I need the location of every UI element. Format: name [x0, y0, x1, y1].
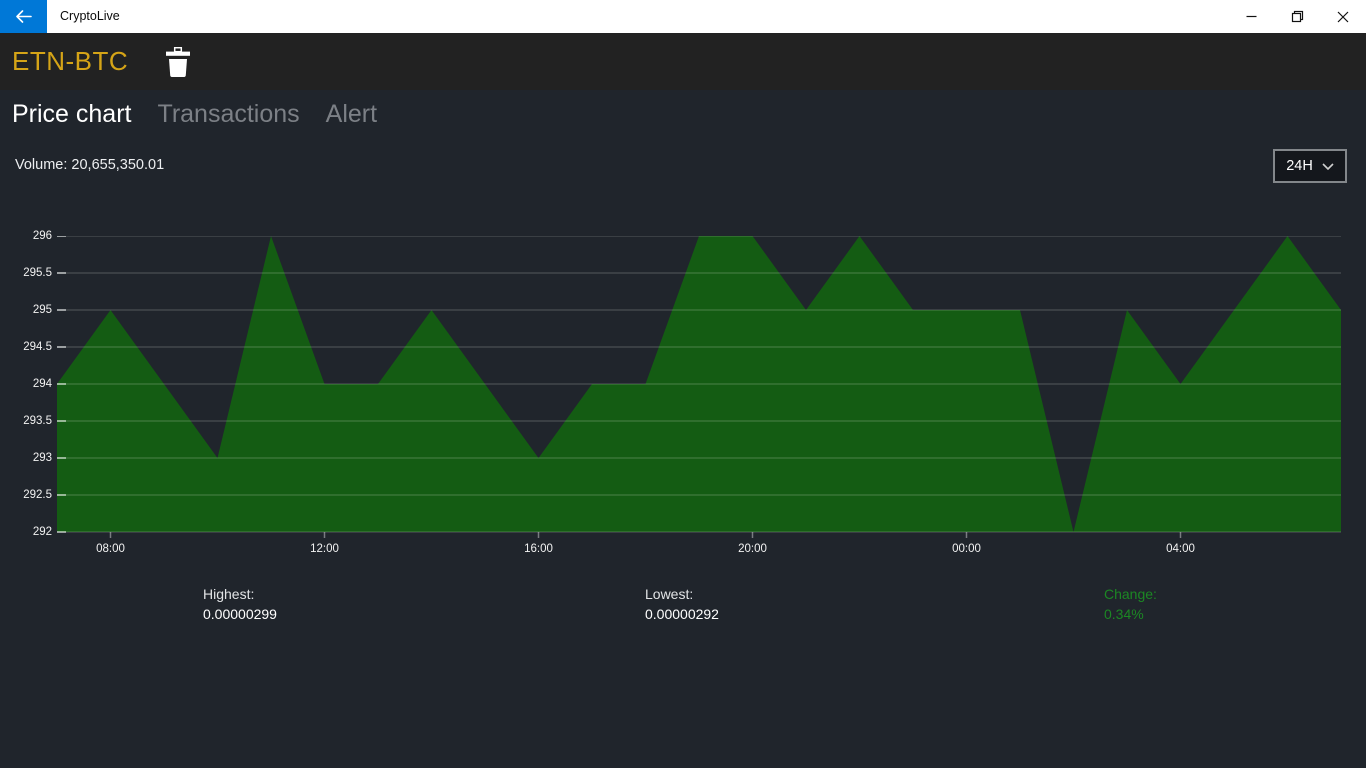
x-axis-label: 00:00: [952, 543, 981, 555]
tab-bar: Price chart Transactions Alert: [12, 100, 377, 129]
x-axis-label: 20:00: [738, 543, 767, 555]
highest-label: Highest:: [203, 586, 255, 602]
tab-transactions[interactable]: Transactions: [157, 100, 300, 128]
price-chart: [57, 235, 1341, 538]
restore-button[interactable]: [1274, 0, 1320, 33]
back-arrow-icon: [16, 10, 32, 23]
tab-alert[interactable]: Alert: [325, 100, 378, 128]
y-axis-label: 296: [32, 230, 52, 242]
x-axis-label: 16:00: [524, 543, 553, 555]
area-series: [57, 236, 1341, 532]
restore-icon: [1291, 10, 1303, 23]
change-value: 0.34%: [1104, 606, 1144, 622]
highest-value: 0.00000299: [203, 606, 277, 622]
close-button[interactable]: [1320, 0, 1366, 33]
volume-label: Volume: 20,655,350.01: [15, 157, 165, 173]
window-controls: [1228, 0, 1366, 33]
y-axis-label: 295.5: [23, 267, 52, 279]
y-axis-label: 295: [32, 304, 52, 316]
minimize-icon: [1246, 15, 1256, 18]
pair-title: ETN-BTC: [12, 46, 129, 76]
close-icon: [1337, 11, 1349, 22]
range-dropdown[interactable]: 24H: [1273, 149, 1347, 183]
app-title: CryptoLive: [60, 9, 120, 23]
minimize-button[interactable]: [1228, 0, 1274, 33]
tab-price-chart[interactable]: Price chart: [12, 100, 132, 128]
y-axis-label: 293: [32, 452, 52, 464]
lowest-label: Lowest:: [645, 586, 694, 602]
y-axis-label: 293.5: [23, 415, 52, 427]
y-axis-label: 294: [32, 378, 52, 390]
app-header: ETN-BTC: [0, 33, 1366, 90]
lowest-value: 0.00000292: [645, 606, 719, 622]
back-button[interactable]: [0, 0, 47, 33]
titlebar: CryptoLive: [0, 0, 1366, 33]
stat-lowest: Lowest: 0.00000292: [645, 584, 719, 624]
change-label: Change:: [1104, 586, 1157, 602]
area-chart-canvas: [57, 235, 1341, 538]
y-axis-label: 294.5: [23, 341, 52, 353]
trash-icon: [166, 46, 191, 77]
range-selected-value: 24H: [1286, 158, 1313, 174]
chevron-down-icon: [1322, 162, 1334, 170]
stat-highest: Highest: 0.00000299: [203, 584, 277, 624]
x-axis-label: 12:00: [310, 543, 339, 555]
delete-pair-button[interactable]: [161, 44, 195, 80]
y-axis-label: 292.5: [23, 489, 52, 501]
stat-change: Change: 0.34%: [1104, 584, 1157, 624]
y-axis-label: 292: [32, 526, 52, 538]
x-axis-label: 08:00: [96, 543, 125, 555]
x-axis-label: 04:00: [1166, 543, 1195, 555]
